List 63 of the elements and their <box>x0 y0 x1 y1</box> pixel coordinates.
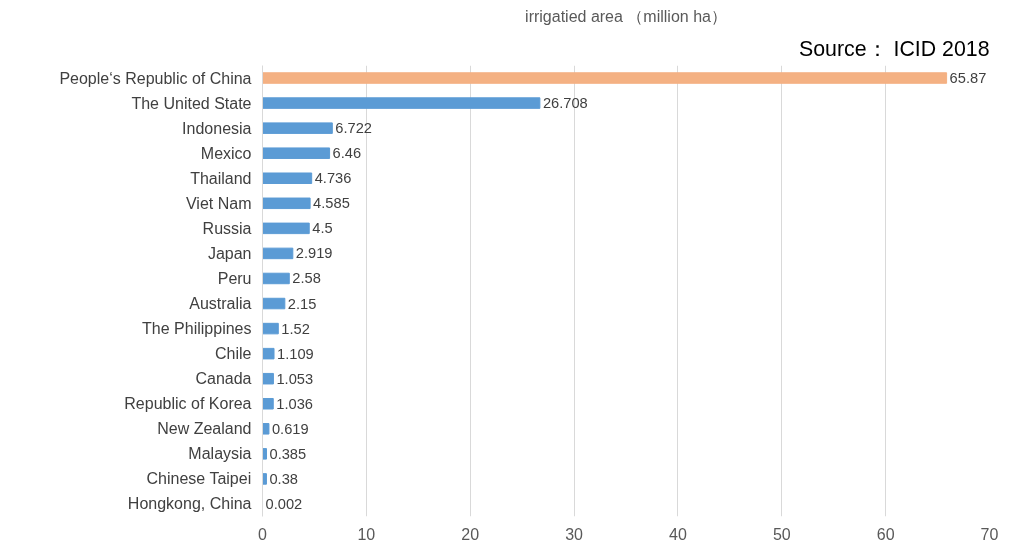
bar <box>262 473 267 485</box>
bar <box>262 147 331 159</box>
bar <box>262 122 333 134</box>
bar <box>262 97 541 109</box>
x-tick-label: 40 <box>669 525 687 543</box>
y-tick-label: Russia <box>202 219 252 237</box>
data-label: 6.722 <box>335 120 372 137</box>
x-tick-label: 60 <box>876 525 895 543</box>
bar <box>262 272 290 285</box>
bar <box>262 222 310 235</box>
y-tick-label: Indonesia <box>182 119 252 137</box>
data-label: 0.38 <box>269 470 298 487</box>
y-tick-label: People‘s Republic of China <box>59 69 252 87</box>
y-tick-label: Thailand <box>190 169 252 187</box>
y-tick-label: Mexico <box>200 144 252 162</box>
bar <box>262 372 274 385</box>
data-label: 1.109 <box>277 345 314 362</box>
bar <box>262 297 286 310</box>
y-tick-label: Japan <box>207 244 252 262</box>
bar <box>262 397 274 410</box>
bar <box>262 347 275 360</box>
y-tick-label: Malaysia <box>188 445 252 463</box>
bar <box>262 448 267 460</box>
y-tick-label: Viet Nam <box>185 194 252 212</box>
data-label: 4.736 <box>314 170 352 187</box>
y-tick-label: The Philippines <box>142 320 252 338</box>
x-tick-label: 70 <box>980 525 999 543</box>
x-tick-label: 50 <box>772 525 791 543</box>
data-label: 0.385 <box>269 445 307 462</box>
bar <box>262 423 270 435</box>
y-tick-label: Chinese Taipei <box>146 470 252 488</box>
y-tick-label: Hongkong, China <box>127 495 252 513</box>
y-tick-label: Republic of Korea <box>124 395 252 413</box>
data-label: 0.002 <box>265 495 303 512</box>
bar <box>262 72 948 84</box>
data-label: 2.919 <box>295 245 333 262</box>
data-label: 26.708 <box>542 95 588 112</box>
data-label: 0.619 <box>271 420 309 437</box>
data-label: 65.87 <box>949 70 987 87</box>
data-label: 1.053 <box>276 370 314 387</box>
data-label: 1.036 <box>276 395 313 412</box>
y-tick-label: New Zealand <box>157 420 252 438</box>
x-tick-label: 10 <box>357 525 376 543</box>
data-label: 2.58 <box>292 270 321 287</box>
data-label: 4.5 <box>312 220 333 237</box>
y-tick-label: Australia <box>189 295 252 313</box>
chart-title: irrigatied area （million ha） <box>525 7 727 25</box>
data-label: 1.52 <box>281 320 310 337</box>
bar <box>262 197 311 210</box>
x-tick-label: 0 <box>258 525 268 543</box>
y-tick-label: Peru <box>217 269 252 287</box>
y-tick-label: Canada <box>195 370 252 388</box>
data-label: 6.46 <box>332 145 362 162</box>
bar <box>262 322 279 335</box>
data-label: 4.585 <box>313 195 350 212</box>
data-label: 2.15 <box>287 295 317 312</box>
x-tick-label: 30 <box>565 525 584 543</box>
bar <box>262 172 313 185</box>
y-tick-label: The United State <box>131 94 252 112</box>
bar <box>262 247 294 260</box>
y-tick-label: Chile <box>215 345 252 363</box>
x-tick-label: 20 <box>461 525 480 543</box>
source-note: Source： ICID 2018 <box>798 36 990 61</box>
